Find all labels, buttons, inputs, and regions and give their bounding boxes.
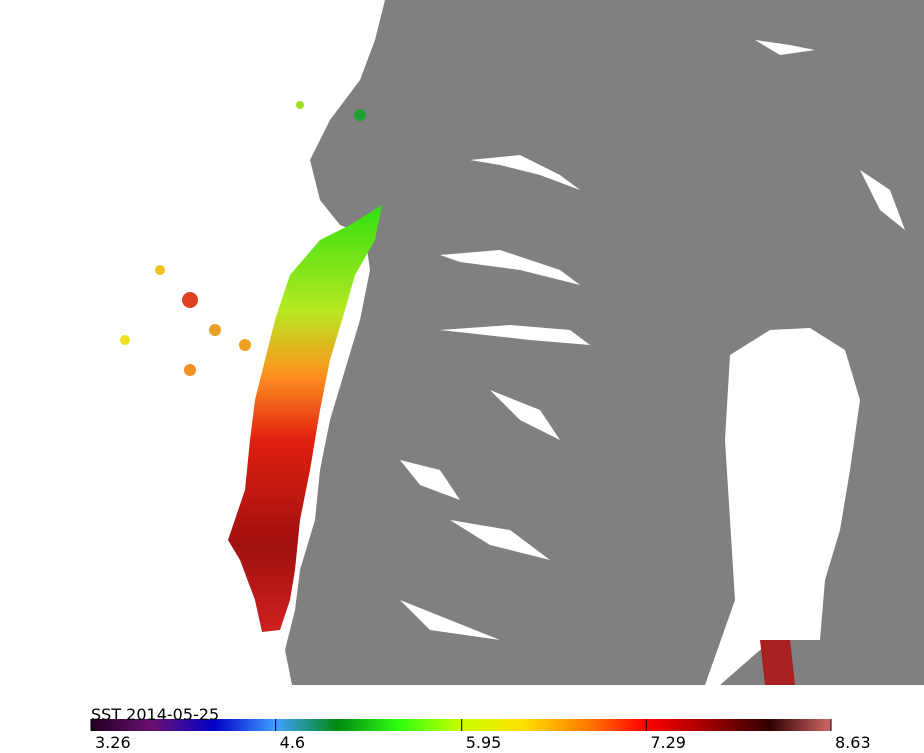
sst-fragments	[120, 101, 795, 685]
colorbar-tick-label: 7.29	[650, 733, 686, 752]
map	[120, 0, 924, 685]
colorbar-label: SST 2014-05-25	[91, 705, 219, 724]
colorbar-tick-label: 8.63	[835, 733, 871, 752]
colorbar-tick-label: 4.6	[280, 733, 305, 752]
colorbar-tick-label: 3.26	[95, 733, 131, 752]
colorbar: SST 2014-05-25	[91, 705, 831, 731]
lakes	[400, 40, 905, 640]
white-area	[705, 328, 860, 685]
sst-patch	[228, 205, 382, 632]
colorbar-tick-label: 5.95	[466, 733, 502, 752]
